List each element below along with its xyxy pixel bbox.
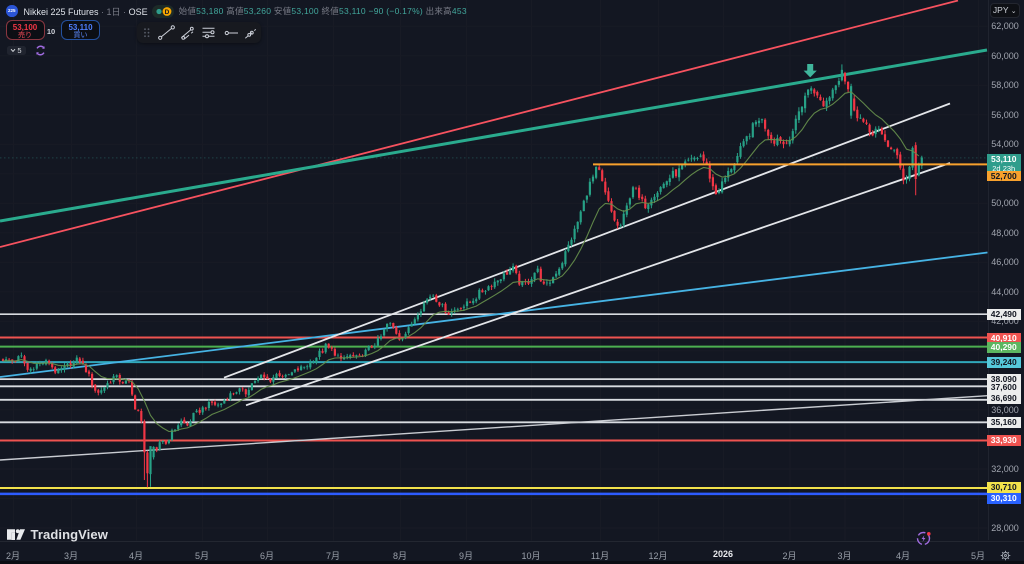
svg-text:D: D [164,9,169,16]
